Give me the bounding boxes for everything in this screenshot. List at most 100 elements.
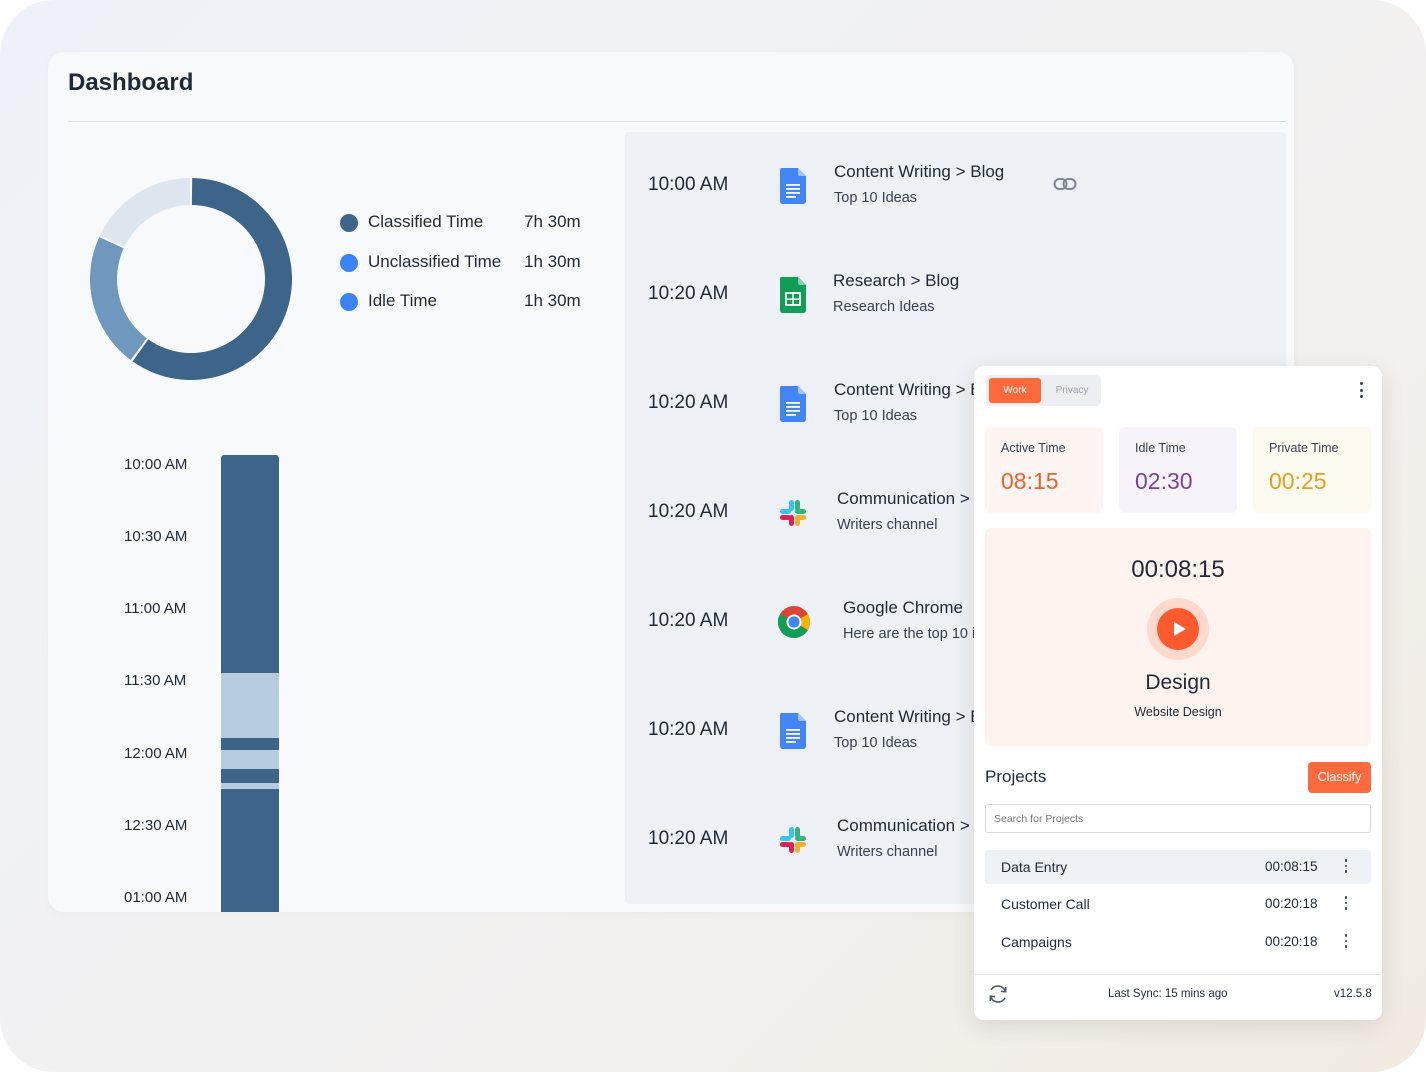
activity-title: Research > Blog [833, 271, 960, 290]
classify-button[interactable]: Classify [1308, 762, 1371, 793]
legend-dot [340, 253, 358, 272]
activity-title: Communication > Slack [837, 816, 1017, 835]
chrome-icon [777, 606, 811, 639]
timeline-segment-classified[interactable] [221, 455, 279, 673]
project-row[interactable]: Data Entry 00:08:15 [985, 850, 1371, 884]
google-sheets-icon [780, 277, 806, 313]
tracker-widget: Work Privacy Active Time 08:15 Idle Time… [974, 366, 1382, 1020]
google-docs-icon [780, 713, 806, 749]
activity-row[interactable]: 10:20 AM Communication > Slack Writers c… [625, 786, 1286, 895]
activity-title: Content Writing > Blog [834, 707, 1005, 726]
legend-value: 1h 30m [524, 251, 581, 271]
slack-icon [780, 500, 806, 526]
activity-title: Communication > Slack [837, 489, 1017, 508]
timeline-label: 01:00 AM [124, 889, 188, 906]
widget-menu-icon[interactable] [1356, 380, 1366, 400]
timer-display: 00:08:15 [1131, 556, 1225, 583]
link-icon[interactable] [1053, 176, 1077, 192]
activity-row[interactable]: 10:20 AM Research > Blog Research Ideas [625, 241, 1286, 350]
stat-label: Idle Time [1135, 441, 1186, 455]
activity-time: 10:20 AM [648, 283, 729, 304]
current-task: Website Design [1134, 705, 1222, 719]
project-row[interactable]: Customer Call 00:20:18 [985, 887, 1371, 921]
timeline-label: 12:30 AM [124, 817, 188, 834]
project-menu-icon[interactable] [1341, 894, 1351, 914]
activity-row[interactable]: 10:20 AM Google Chrome Here are the top … [625, 568, 1286, 677]
active-time-card: Active Time 08:15 [985, 427, 1103, 513]
google-docs-icon [780, 386, 806, 422]
activity-subtitle: Top 10 Ideas [834, 408, 918, 424]
timeline-label: 12:00 AM [124, 745, 188, 762]
project-name: Data Entry [1001, 859, 1068, 875]
stat-value: 08:15 [1001, 468, 1059, 494]
activity-subtitle: Writers channel [837, 844, 938, 860]
slack-icon [780, 827, 806, 853]
play-button-core[interactable] [1157, 608, 1199, 650]
timer-card: 00:08:15 Design Website Design [985, 528, 1371, 746]
timeline-label: 11:00 AM [124, 600, 187, 617]
legend-label: Classified Time [368, 212, 484, 231]
activity-subtitle: Top 10 Ideas [834, 190, 918, 206]
legend-value: 7h 30m [524, 212, 581, 231]
timeline-segment-unclassified[interactable] [221, 750, 279, 769]
activity-title: Google Chrome [843, 598, 964, 617]
activity-subtitle: Research Ideas [833, 299, 935, 315]
timeline-segment-classified[interactable] [221, 738, 279, 750]
current-project: Design [1145, 671, 1211, 694]
activity-row[interactable]: 10:20 AM Content Writing > Blog Top 10 I… [625, 350, 1286, 459]
sync-icon[interactable] [987, 983, 1009, 1005]
stat-label: Active Time [1001, 441, 1066, 455]
project-name: Campaigns [1001, 934, 1072, 950]
activity-subtitle: Top 10 Ideas [834, 735, 918, 751]
time-legend: Classified Time 7h 30m Unclassified Time… [340, 210, 590, 329]
app-version: v12.5.8 [1334, 988, 1372, 1000]
stat-value: 02:30 [1135, 468, 1193, 494]
donut-segment-unclassified [90, 237, 147, 360]
stat-value: 00:25 [1269, 468, 1327, 494]
privacy-mode-button[interactable]: Privacy [1055, 385, 1089, 396]
legend-item-idle: Idle Time 1h 30m [340, 289, 590, 329]
activity-time: 10:20 AM [648, 719, 729, 740]
activity-row[interactable]: 10:00 AM Content Writing > Blog Top 10 I… [625, 132, 1286, 241]
work-mode-button[interactable]: Work [989, 378, 1041, 403]
footer-divider [974, 974, 1382, 975]
activity-time: 10:20 AM [648, 828, 729, 849]
timeline-label: 11:30 AM [124, 672, 187, 689]
mode-toggle[interactable]: Work Privacy [986, 375, 1101, 406]
legend-item-unclassified: Unclassified Time 1h 30m [340, 250, 590, 290]
project-row[interactable]: Campaigns 00:20:18 [985, 925, 1371, 959]
activity-time: 10:20 AM [648, 392, 729, 413]
activity-time: 10:20 AM [648, 610, 729, 631]
legend-dot [340, 293, 358, 311]
activity-row[interactable]: 10:20 AM Content Writing > Blog Top 10 I… [625, 677, 1286, 786]
legend-value: 1h 30m [524, 291, 581, 310]
play-icon [1174, 622, 1186, 636]
timeline-segment-classified[interactable] [221, 789, 279, 912]
donut-segment-classified [132, 178, 292, 380]
legend-dot [340, 214, 358, 232]
play-button[interactable] [1147, 598, 1209, 660]
time-donut-chart [90, 178, 292, 380]
private-time-card: Private Time 00:25 [1253, 427, 1371, 513]
page-title: Dashboard [68, 69, 194, 96]
project-search-input[interactable] [985, 804, 1371, 833]
timeline-segment-classified[interactable] [221, 769, 279, 783]
stat-label: Private Time [1269, 441, 1339, 455]
project-menu-icon[interactable] [1341, 857, 1351, 877]
activity-title: Content Writing > Blog [834, 380, 1005, 399]
legend-label: Idle Time [368, 291, 437, 310]
activity-row[interactable]: 10:20 AM Communication > Slack Writers c… [625, 459, 1286, 568]
timeline-segment-unclassified[interactable] [221, 783, 279, 789]
project-name: Customer Call [1001, 896, 1090, 912]
title-divider [68, 121, 1286, 122]
timeline-bar[interactable] [221, 455, 279, 912]
timeline-label: 10:00 AM [124, 456, 188, 473]
project-menu-icon[interactable] [1341, 932, 1351, 952]
google-docs-icon [780, 168, 806, 204]
projects-heading: Projects [985, 767, 1047, 786]
project-time: 00:08:15 [1265, 859, 1318, 874]
idle-time-card: Idle Time 02:30 [1119, 427, 1237, 513]
legend-label: Unclassified Time [368, 251, 502, 271]
timeline-segment-unclassified[interactable] [221, 673, 279, 738]
activity-subtitle: Here are the top 10 ideas [843, 626, 1007, 642]
